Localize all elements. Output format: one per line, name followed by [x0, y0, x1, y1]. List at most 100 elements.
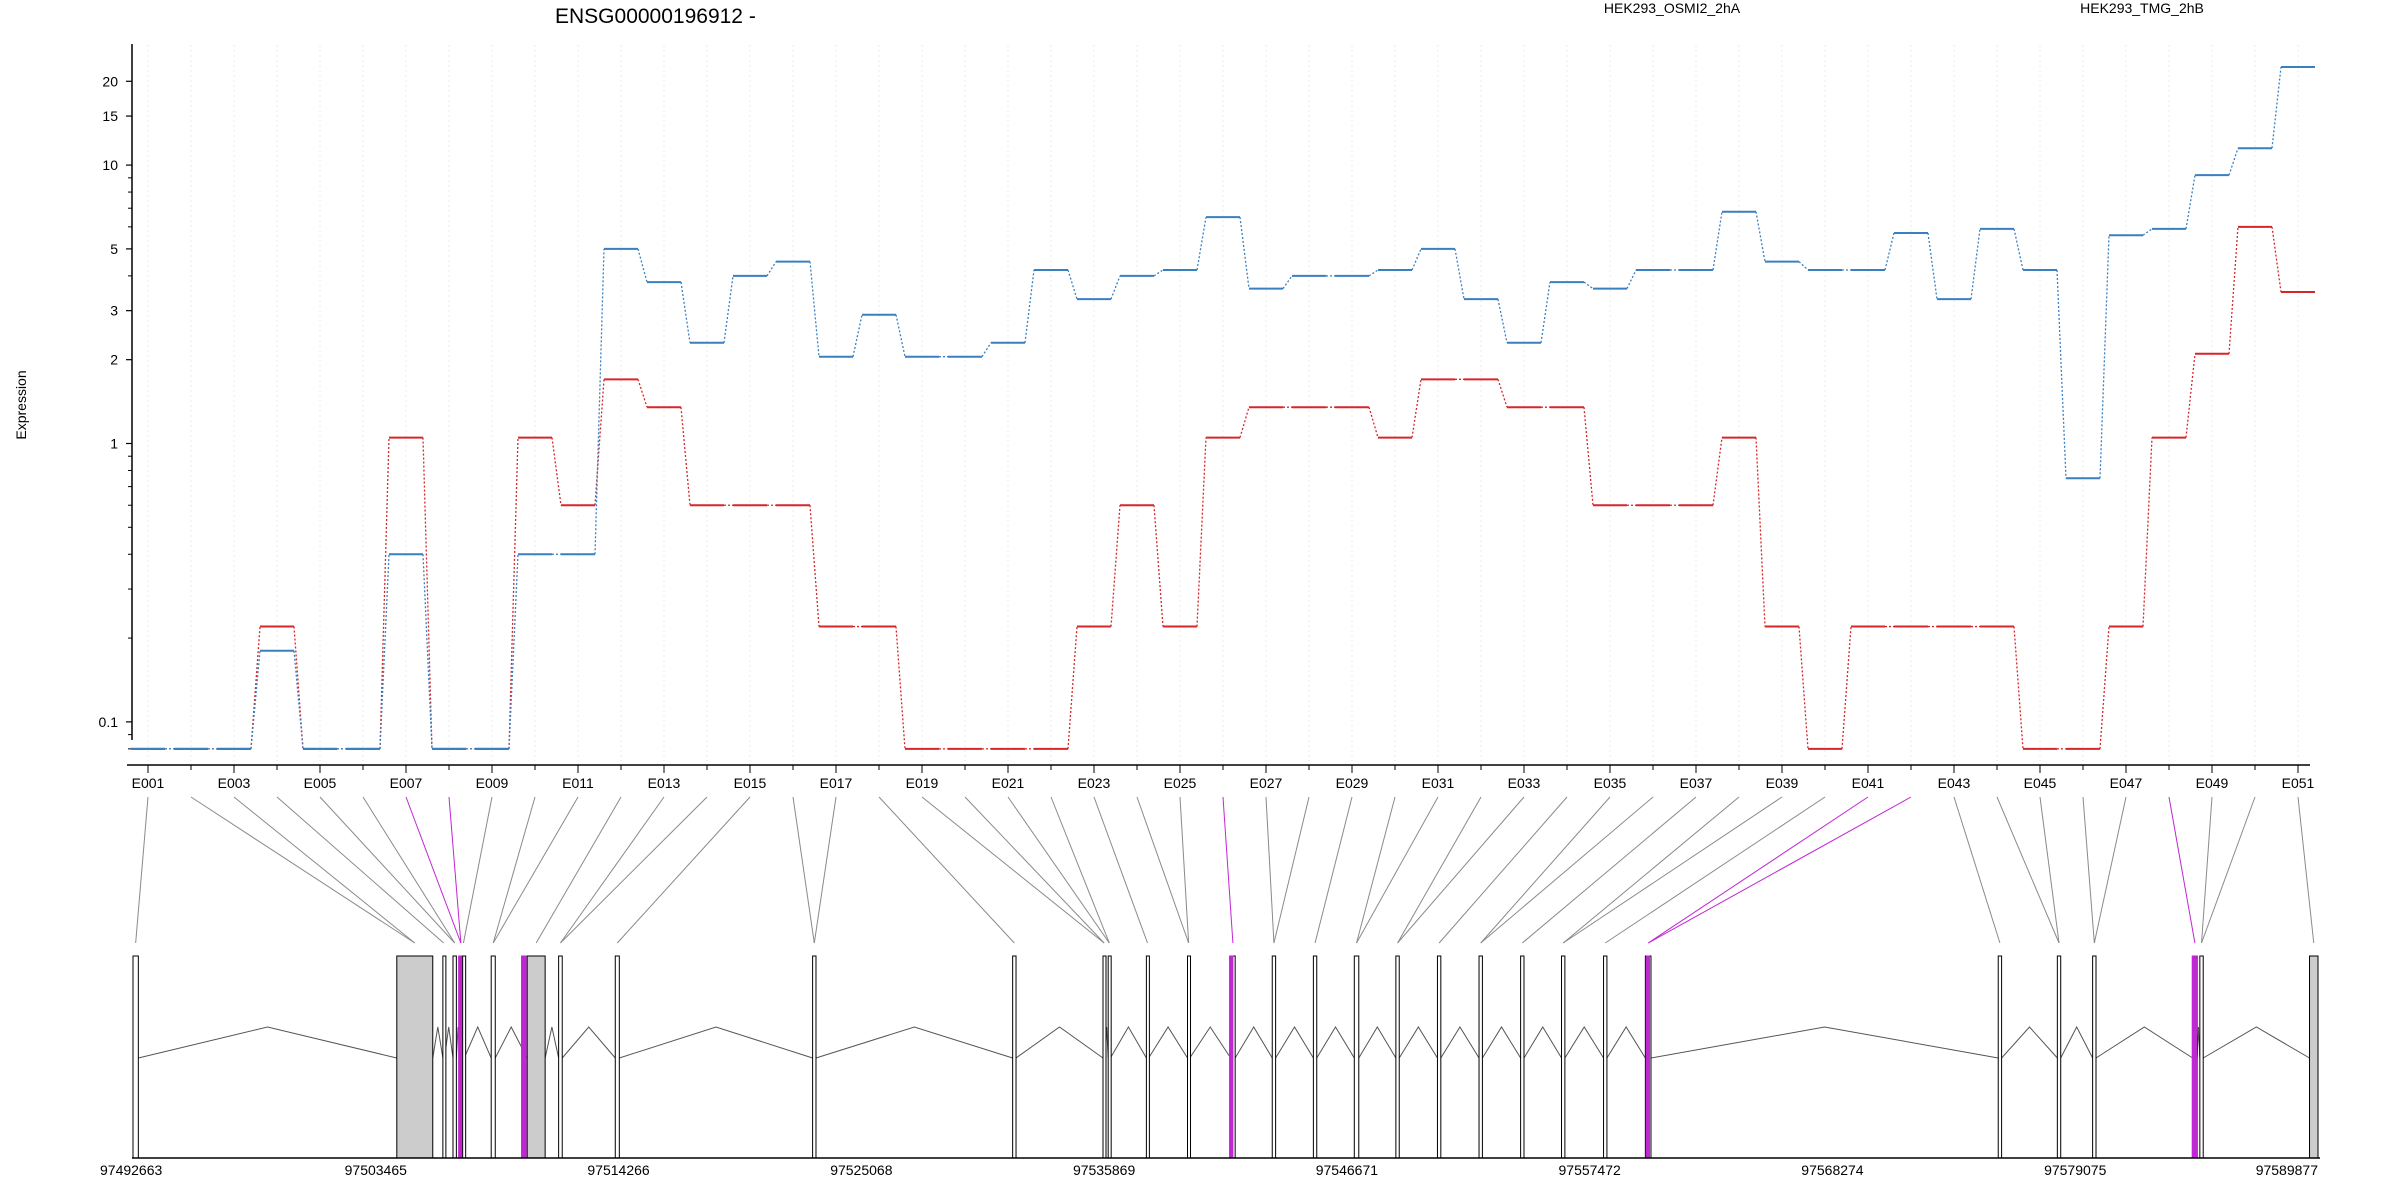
exon-connector	[1050, 796, 1110, 944]
connector	[1583, 281, 1594, 290]
exon-box	[452, 955, 457, 1159]
connector	[1583, 407, 1594, 506]
y-axis-ticks: 0.1 1 2 3 5 10 15 20	[99, 73, 132, 750]
intron	[1109, 1026, 1147, 1059]
connector	[680, 407, 691, 506]
intron	[1015, 1026, 1104, 1059]
intron	[138, 1026, 397, 1059]
connector	[250, 626, 261, 749]
connector	[1798, 261, 1809, 271]
intron	[1189, 1026, 1232, 1059]
intron	[1398, 1026, 1438, 1059]
exon-connector	[616, 796, 751, 944]
connector	[2142, 437, 2153, 627]
intron	[1606, 1026, 1646, 1059]
x-tick-label: E023	[1078, 775, 1111, 791]
intron	[2095, 1026, 2193, 1059]
y-tick-label: 3	[110, 303, 118, 319]
connector	[1411, 379, 1422, 438]
connector	[852, 314, 863, 357]
connector	[1841, 626, 1852, 749]
exon-box	[1012, 955, 1017, 1159]
connector	[1712, 211, 1723, 271]
exon-connector	[405, 796, 462, 944]
exon-box	[614, 955, 620, 1159]
exon-box	[2056, 955, 2062, 1159]
intron	[1275, 1026, 1314, 1059]
connector	[2228, 147, 2239, 176]
exon-connectors	[135, 796, 2315, 944]
intron	[1650, 1026, 1999, 1059]
grid-lines	[147, 45, 2299, 761]
x-axis-ticks: E001 E003 E005 E007 E009 E011 E013 E015 E017 E019…	[132, 765, 2315, 791]
legend-series-b: HEK293_TMG_2hB	[2080, 0, 2204, 16]
x-tick-label: E011	[562, 775, 594, 791]
x-tick-label: E051	[2282, 775, 2315, 791]
exon-connector	[448, 796, 462, 944]
intron	[561, 1026, 616, 1059]
y-tick-label: 1	[110, 435, 118, 451]
y-axis-label: Expression	[13, 370, 29, 439]
x-tick-label: E039	[1766, 775, 1799, 791]
connector	[551, 437, 562, 506]
x-tick-label: E047	[2110, 775, 2143, 791]
exon-box	[1107, 955, 1112, 1159]
exon-connector	[2201, 796, 2213, 944]
exon-box	[1353, 955, 1360, 1159]
exon-connector	[964, 796, 1105, 944]
x-tick-label: E031	[1422, 775, 1455, 791]
exon-connector	[1397, 796, 1482, 944]
x-tick-label: E019	[906, 775, 939, 791]
coordinate-label: 97546671	[1316, 1162, 1379, 1178]
intron	[1148, 1026, 1188, 1059]
exon-connector	[362, 796, 456, 944]
exon-box-highlighted	[1645, 955, 1650, 1159]
exon-connector	[1136, 796, 1190, 944]
exon-connector	[190, 796, 416, 944]
exon-box	[1312, 955, 1318, 1159]
connector	[2185, 353, 2196, 438]
coordinate-label: 97589877	[2256, 1162, 2319, 1178]
series-a	[131, 225, 2315, 750]
series-b	[131, 66, 2315, 750]
series-lines	[131, 66, 2315, 750]
exon-connector	[921, 796, 1105, 944]
exon-box	[1395, 955, 1400, 1159]
intron	[544, 1026, 560, 1059]
coordinate-label: 97535869	[1073, 1162, 1136, 1178]
connector	[1454, 248, 1465, 300]
connector	[766, 261, 777, 277]
exon-box-highlighted	[458, 955, 463, 1159]
intron	[1234, 1026, 1273, 1059]
exon-connector	[813, 796, 837, 944]
connector	[1153, 505, 1164, 627]
exon-connector	[1179, 796, 1190, 944]
connector	[594, 379, 605, 506]
exon-connector	[2168, 796, 2196, 944]
genomic-coordinates: 97492663 97503465 97514266 97525068 97535869…	[100, 1162, 2318, 1178]
x-tick-label: E049	[2196, 775, 2229, 791]
exon-connector	[1562, 796, 1740, 944]
connector	[293, 650, 304, 749]
y-tick-label: 5	[110, 241, 118, 257]
exon-connector	[2093, 796, 2127, 944]
exon-box	[2309, 955, 2319, 1159]
connector	[895, 314, 906, 357]
connector	[1411, 248, 1422, 271]
x-tick-label: E033	[1508, 775, 1541, 791]
exon-connector	[462, 796, 493, 944]
exon-connector	[276, 796, 444, 944]
exon-connector	[1953, 796, 2001, 944]
connector	[1368, 407, 1379, 438]
exon-connector	[1480, 796, 1654, 944]
exon-connector	[2039, 796, 2060, 944]
x-tick-label: E021	[992, 775, 1025, 791]
coordinate-label: 97514266	[587, 1162, 650, 1178]
exon-connector	[1265, 796, 1275, 944]
connector	[2271, 226, 2282, 293]
x-tick-label: E027	[1250, 775, 1283, 791]
exon-box	[2092, 955, 2097, 1159]
connector	[637, 248, 648, 283]
connector	[680, 281, 691, 343]
